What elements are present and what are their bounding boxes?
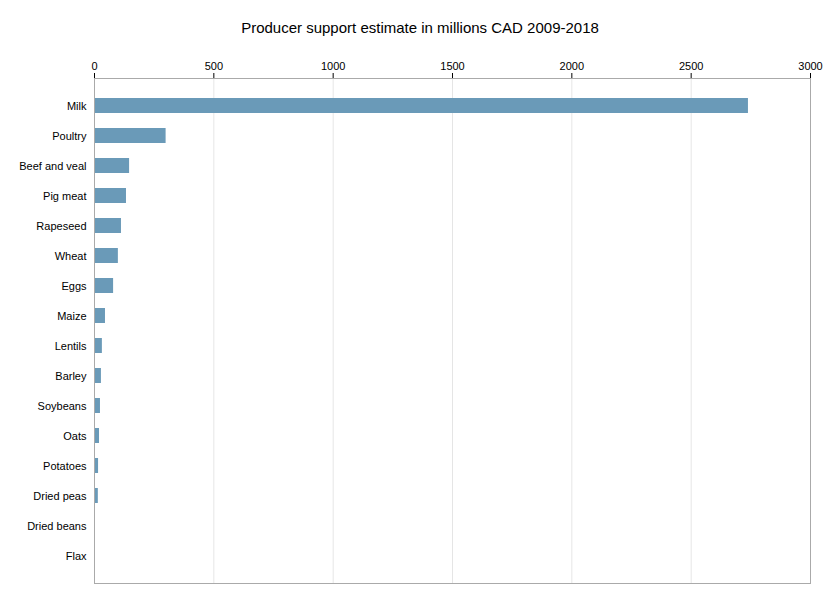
svg-text:Maize: Maize <box>57 310 86 322</box>
svg-text:Lentils: Lentils <box>55 340 87 352</box>
svg-text:Potatoes: Potatoes <box>43 460 87 472</box>
svg-text:0: 0 <box>91 60 97 72</box>
svg-text:Dried peas: Dried peas <box>33 490 87 502</box>
svg-text:Poultry: Poultry <box>52 130 87 142</box>
svg-text:Pig meat: Pig meat <box>43 190 86 202</box>
svg-text:3000: 3000 <box>798 60 822 72</box>
svg-text:Milk: Milk <box>67 100 87 112</box>
svg-text:Rapeseed: Rapeseed <box>36 220 86 232</box>
svg-text:Flax: Flax <box>66 550 87 562</box>
svg-text:Eggs: Eggs <box>61 280 87 292</box>
svg-text:Barley: Barley <box>55 370 87 382</box>
svg-text:Wheat: Wheat <box>55 250 87 262</box>
svg-text:Oats: Oats <box>63 430 87 442</box>
svg-text:500: 500 <box>205 60 223 72</box>
svg-text:1500: 1500 <box>440 60 464 72</box>
svg-text:2500: 2500 <box>679 60 703 72</box>
svg-text:Soybeans: Soybeans <box>38 400 87 412</box>
html-text:Producer support estimate in m: Producer support estimate in millions CA… <box>241 19 599 36</box>
svg-text:Beef and veal: Beef and veal <box>19 160 86 172</box>
svg-text:2000: 2000 <box>560 60 584 72</box>
svg-text:Dried beans: Dried beans <box>27 520 87 532</box>
svg-text:1000: 1000 <box>321 60 345 72</box>
